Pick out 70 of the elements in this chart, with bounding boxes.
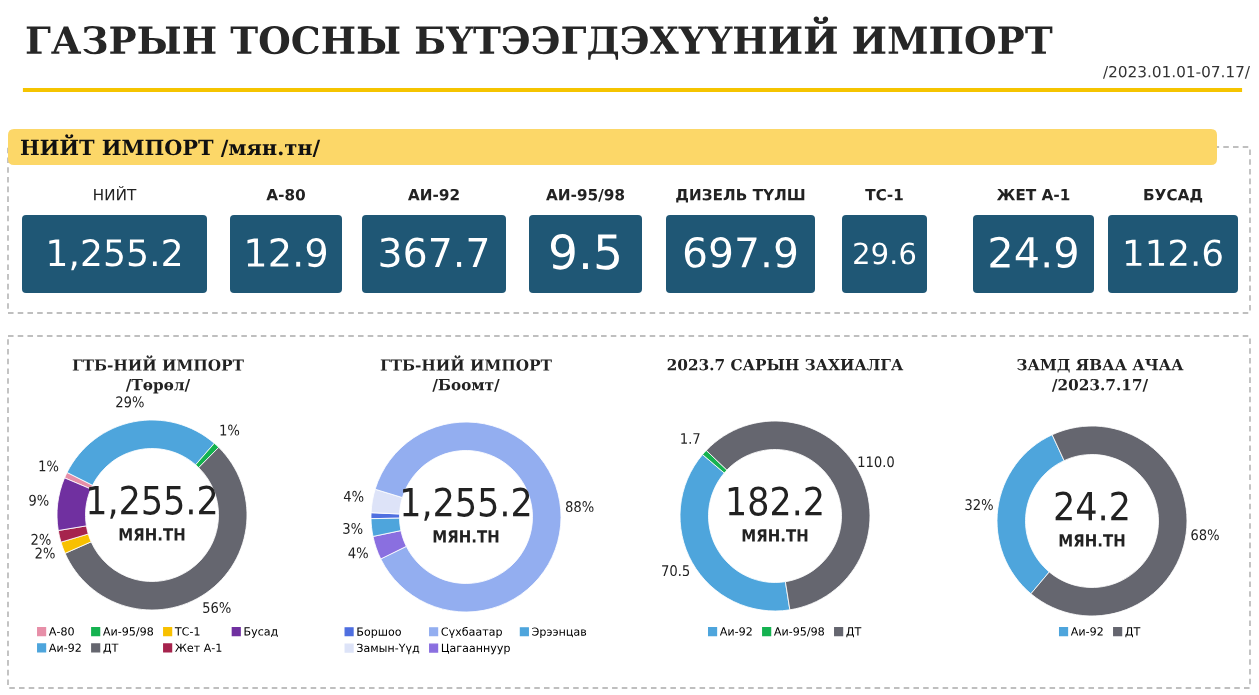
text: МЯН.ТН — [433, 530, 499, 543]
text: 24.2 — [1055, 491, 1128, 521]
legend-label: Замын-Үүд — [357, 643, 420, 655]
data-label: 29% — [116, 396, 144, 408]
data-label: 32% — [965, 499, 993, 511]
legend-label: Жет А-1 — [175, 643, 222, 652]
chart-subtitle: /2023.7.17/ — [1051, 378, 1149, 392]
data-label: 4% — [343, 490, 364, 502]
data-label: 1% — [39, 460, 59, 472]
text: 1,255.2 — [89, 485, 216, 519]
category-label: АИ-95/98 — [546, 188, 625, 202]
category-label: БУСАД — [1144, 188, 1203, 203]
text: МЯН.ТН — [119, 528, 185, 541]
data-label: 110.0 — [858, 456, 894, 468]
donut-slice — [64, 446, 248, 611]
data-label: 1.7 — [681, 433, 700, 444]
text: ГАЗРЫН ТОСНЫ БҮТЭЭГДЭХҮҮНИЙ ИМПОРТ — [26, 16, 1053, 60]
legend-label: Аи-92 — [48, 643, 81, 652]
legend-label: Цагааннуур — [441, 643, 510, 655]
category-label: ЖЕТ А-1 — [996, 189, 1070, 201]
legend-label: ДТ — [846, 627, 862, 638]
category-label: АИ-92 — [407, 188, 459, 201]
data-label: 9% — [29, 494, 49, 506]
data-label: 367.7 — [380, 237, 488, 268]
data-label: 697.9 — [684, 236, 797, 268]
text: 1,255.2 — [403, 487, 530, 521]
legend-label: А-80 — [48, 627, 74, 636]
data-label: 68% — [1191, 529, 1219, 541]
data-label: 88% — [565, 501, 594, 513]
legend-label: Аи-95/98 — [103, 627, 154, 637]
data-label: 24.9 — [990, 236, 1077, 269]
text: 182.2 — [728, 486, 822, 516]
legend-label: ДТ — [1125, 627, 1141, 638]
chart-title: 2023.7 САРЫН ЗАХИАЛГА — [667, 358, 904, 371]
data-label: 2% — [35, 547, 55, 559]
data-label: 29.6 — [854, 242, 916, 265]
data-label: 1% — [220, 424, 240, 436]
legend-label: ТС-1 — [174, 627, 200, 636]
legend-label: Сүхбаатар — [441, 627, 502, 638]
category-label: ТС-1 — [865, 188, 903, 201]
data-label: 56% — [203, 602, 231, 614]
legend-label: Бусад — [244, 627, 278, 638]
data-label: 4% — [348, 547, 368, 559]
data-label: 70.5 — [662, 565, 690, 577]
text: МЯН.ТН — [742, 529, 808, 542]
chart-title: ГТБ-НИЙ ИМПОРТ — [380, 355, 552, 371]
data-label: 2% — [31, 533, 51, 545]
data-label: 1,255.2 — [49, 239, 181, 271]
legend-label: Аи-92 — [719, 627, 752, 636]
legend-label: Эрээнцав — [532, 627, 587, 638]
chart-subtitle: /Төрөл/ — [125, 379, 191, 394]
data-label: 9.5 — [550, 233, 619, 270]
legend-label: ДТ — [103, 643, 119, 654]
chart-subtitle: /Боомт/ — [432, 379, 500, 392]
text: МЯН.ТН — [1059, 534, 1125, 547]
donut-slice — [66, 419, 215, 486]
donut-slice — [374, 421, 562, 613]
text: /2023.01.01-07.17/ — [1102, 65, 1250, 79]
data-label: 12.9 — [247, 238, 327, 268]
chart-title: ЗАМД ЯВАА АЧАА — [1017, 358, 1184, 373]
category-label: ДИЗЕЛЬ ТҮЛШ — [676, 188, 805, 203]
category-label: НИЙТ — [94, 186, 137, 201]
legend-label: Боршоо — [357, 627, 401, 638]
category-label: А-80 — [266, 188, 305, 201]
chart-title: ГТБ-НИЙ ИМПОРТ — [72, 355, 244, 371]
legend-label: Аи-92 — [1070, 627, 1103, 636]
legend-label: Аи-95/98 — [773, 627, 824, 637]
text: НИЙТ ИМПОРТ /мян.тн/ — [20, 134, 321, 157]
data-label: 3% — [343, 522, 363, 534]
data-label: 112.6 — [1125, 239, 1222, 267]
